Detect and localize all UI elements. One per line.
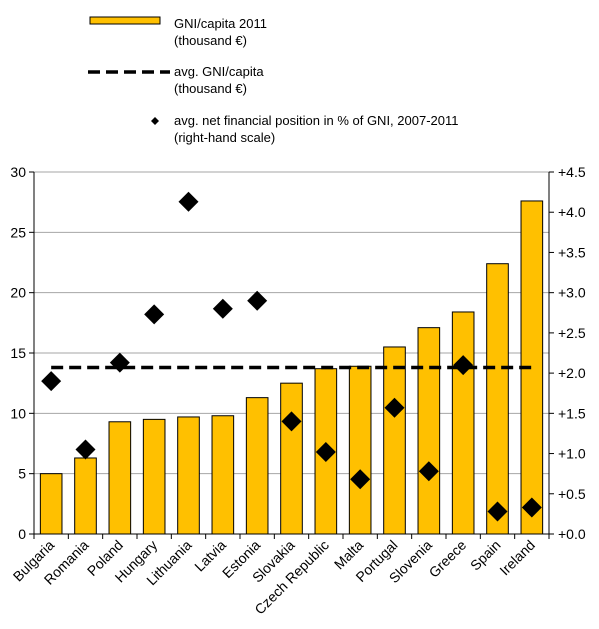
- legend-label-bars: GNI/capita 2011 (thousand €): [174, 15, 267, 49]
- scatter-point: [453, 355, 474, 376]
- scatter-point: [350, 469, 371, 490]
- scatter-point: [144, 304, 165, 325]
- bar: [108, 421, 132, 535]
- legend-label-scatter: avg. net financial position in % of GNI,…: [174, 112, 459, 146]
- legend-label-bars-line2: (thousand €): [174, 33, 247, 48]
- y-right-tick-label: +1.0: [558, 446, 586, 462]
- bar: [417, 327, 441, 535]
- y-left-tick-label: 20: [10, 285, 26, 301]
- scatter-point: [41, 371, 62, 392]
- y-right-tick-label: +3.0: [558, 285, 586, 301]
- bar: [142, 418, 166, 535]
- scatter-point: [315, 441, 336, 462]
- bar: [383, 346, 406, 535]
- y-left-tick-label: 10: [10, 405, 26, 421]
- scatter-point: [178, 191, 199, 212]
- bar: [211, 415, 235, 535]
- y-right-tick-label: +0.0: [558, 526, 586, 542]
- y-right-tick-label: +3.5: [558, 244, 586, 260]
- legend-label-avg-line: avg. GNI/capita (thousand €): [174, 63, 264, 97]
- bar: [245, 397, 269, 535]
- y-left-tick-label: 0: [18, 526, 26, 542]
- legend-label-avg-line-line2: (thousand €): [174, 81, 247, 96]
- scatter-point: [75, 439, 96, 460]
- y-left-tick-label: 30: [10, 164, 26, 180]
- scatter-point: [109, 352, 130, 373]
- y-right-tick-label: +4.0: [558, 204, 586, 220]
- y-right-tick-label: +0.5: [558, 486, 586, 502]
- scatter-point: [487, 501, 508, 522]
- y-left-tick-label: 25: [10, 224, 26, 240]
- legend-swatch-bars: [89, 16, 161, 25]
- legend-label-scatter-line1: avg. net financial position in % of GNI,…: [174, 113, 459, 128]
- y-left-tick-label: 5: [18, 466, 26, 482]
- scatter-point: [212, 298, 233, 319]
- legend-label-bars-line1: GNI/capita 2011: [174, 16, 267, 31]
- x-tick-label: Greece: [426, 537, 470, 581]
- legend-swatch-scatter: [151, 117, 159, 125]
- bar: [348, 365, 372, 535]
- bar: [280, 382, 303, 535]
- scatter-series: [41, 191, 542, 522]
- scatter-point: [418, 461, 439, 482]
- legend-label-avg-line-line1: avg. GNI/capita: [174, 64, 264, 79]
- bar: [74, 457, 97, 535]
- y-left-tick-label: 15: [10, 345, 26, 361]
- y-right-tick-label: +2.0: [558, 365, 586, 381]
- legend-symbols: [88, 16, 170, 125]
- y-right-tick-label: +1.5: [558, 405, 586, 421]
- x-tick-label: Ireland: [496, 537, 538, 579]
- bar: [39, 473, 63, 535]
- bar: [486, 263, 509, 535]
- y-right-tick-label: +2.5: [558, 325, 586, 341]
- legend-label-scatter-line2: (right-hand scale): [174, 130, 276, 145]
- scatter-point: [247, 290, 268, 311]
- scatter-point: [384, 397, 405, 418]
- scatter-point: [281, 411, 302, 432]
- bar: [451, 311, 475, 535]
- bar: [177, 416, 200, 535]
- y-right-tick-label: +4.5: [558, 164, 586, 180]
- scatter-point: [521, 497, 542, 518]
